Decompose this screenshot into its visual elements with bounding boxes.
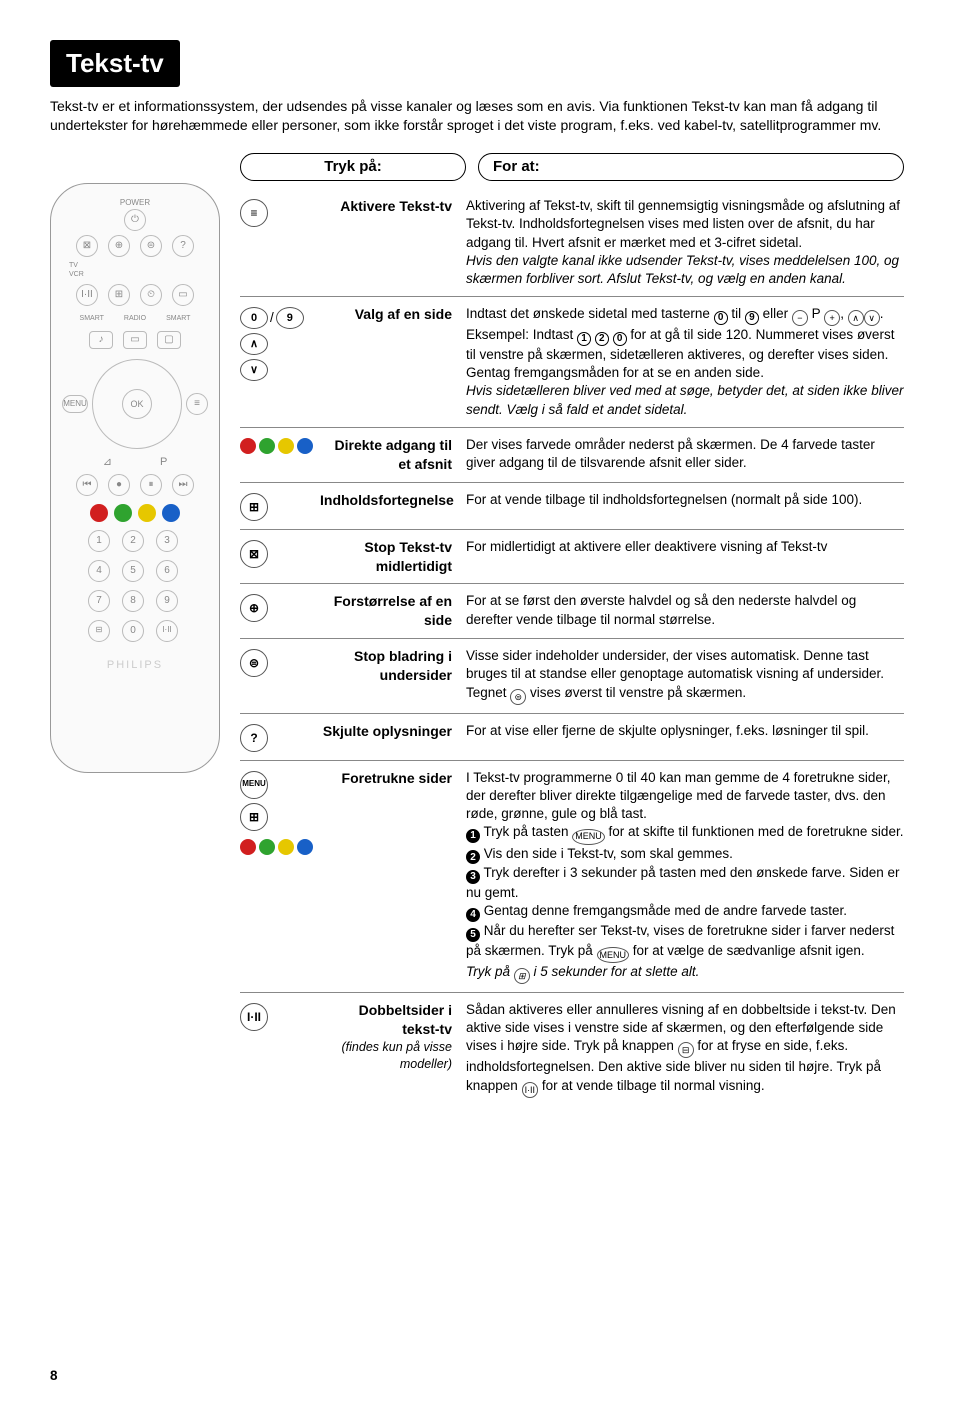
remote-illustration: POWER ⏻ ⊠ ⊕ ⊜ ? TVVCR I·II ⊞ ⏲ ▭ SMARTRA… xyxy=(50,183,220,773)
key-button: ≡ xyxy=(240,199,268,227)
entry-row: ⊜ Stop bladring i undersider Visse sider… xyxy=(240,639,904,714)
key-button: ⊞ xyxy=(240,493,268,521)
page-title: Tekst-tv xyxy=(50,40,180,87)
entry-row: ⊞ Indholdsfortegnelse For at vende tilba… xyxy=(240,483,904,530)
entry-row: ? Skjulte oplysninger For at vise eller … xyxy=(240,714,904,761)
key-col: ⊞ xyxy=(240,491,320,521)
key-col xyxy=(240,436,320,474)
desc-col: Sådan aktiveres eller annulleres visning… xyxy=(466,1001,904,1098)
key-col: ≡ xyxy=(240,197,320,288)
entry-row: ⊠ Stop Tekst-tv midlertidigt For midlert… xyxy=(240,530,904,585)
intro-text: Tekst-tv er et informationssystem, der u… xyxy=(50,97,904,135)
remote-column: POWER ⏻ ⊠ ⊕ ⊜ ? TVVCR I·II ⊞ ⏲ ▭ SMARTRA… xyxy=(50,153,240,1106)
desc-col: I Tekst-tv programmerne 0 til 40 kan man… xyxy=(466,769,904,984)
key-button: ⊕ xyxy=(240,594,268,622)
key-button: ⊠ xyxy=(240,540,268,568)
header-tryk: Tryk på: xyxy=(240,153,466,181)
entry-row: ≡ Aktivere Tekst-tv Aktivering af Tekst-… xyxy=(240,189,904,297)
label-col: Aktivere Tekst-tv xyxy=(320,197,466,288)
label-col: Stop bladring i undersider xyxy=(320,647,466,705)
key-button: ? xyxy=(240,724,268,752)
key-col: I·II xyxy=(240,1001,320,1098)
nav-ring: OK xyxy=(92,359,182,449)
entry-row: Direkte adgang til et afsnit Der vises f… xyxy=(240,428,904,483)
key-col: 0/9 ∧∨ xyxy=(240,305,320,419)
label-col: Valg af en side xyxy=(320,305,466,419)
page-number: 8 xyxy=(50,1367,58,1385)
green-dot xyxy=(114,504,132,522)
desc-col: Aktivering af Tekst-tv, skift til gennem… xyxy=(466,197,904,288)
label-col: Skjulte oplysninger xyxy=(320,722,466,752)
key-button: ⊜ xyxy=(240,649,268,677)
entry-row: 0/9 ∧∨ Valg af en side Indtast det ønske… xyxy=(240,297,904,428)
blue-dot xyxy=(162,504,180,522)
desc-col: For at vende tilbage til indholdsfortegn… xyxy=(466,491,904,521)
red-dot xyxy=(90,504,108,522)
desc-col: Indtast det ønskede sidetal med tasterne… xyxy=(466,305,904,419)
desc-col: Der vises farvede områder nederst på skæ… xyxy=(466,436,904,474)
label-col: Forstørrelse af en side xyxy=(320,592,466,630)
key-col: MENU ⊞ xyxy=(240,769,320,984)
desc-col: For at vise eller fjerne de skjulte oply… xyxy=(466,722,904,752)
key-button: I·II xyxy=(240,1003,268,1031)
entry-row: MENU ⊞ Foretrukne sider I Tekst-tv progr… xyxy=(240,761,904,993)
yellow-dot xyxy=(138,504,156,522)
header-forat: For at: xyxy=(478,153,904,181)
power-icon: ⏻ xyxy=(124,209,146,231)
entry-row: I·II Dobbeltsider i tekst-tv(findes kun … xyxy=(240,993,904,1106)
desc-col: For at se først den øverste halvdel og s… xyxy=(466,592,904,630)
label-col: Direkte adgang til et afsnit xyxy=(320,436,466,474)
numpad: 123 456 789 ⊟0I·II xyxy=(88,530,182,642)
entries-list: ≡ Aktivere Tekst-tv Aktivering af Tekst-… xyxy=(240,189,904,1106)
label-col: Dobbeltsider i tekst-tv(findes kun på vi… xyxy=(320,1001,466,1098)
key-col: ⊜ xyxy=(240,647,320,705)
key-col: ⊕ xyxy=(240,592,320,630)
desc-col: Visse sider indeholder undersider, der v… xyxy=(466,647,904,705)
desc-col: For midlertidigt at aktivere eller deakt… xyxy=(466,538,904,576)
brand-label: PHILIPS xyxy=(107,658,163,673)
key-col: ⊠ xyxy=(240,538,320,576)
label-col: Foretrukne sider xyxy=(320,769,466,984)
label-col: Stop Tekst-tv midlertidigt xyxy=(320,538,466,576)
entry-row: ⊕ Forstørrelse af en side For at se førs… xyxy=(240,584,904,639)
key-col: ? xyxy=(240,722,320,752)
label-col: Indholdsfortegnelse xyxy=(320,491,466,521)
